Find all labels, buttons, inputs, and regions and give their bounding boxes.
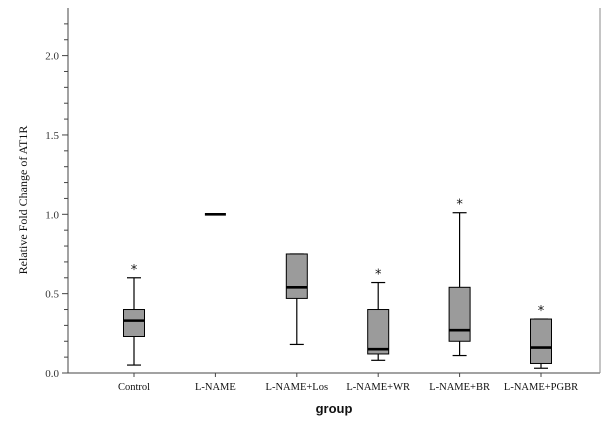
iqr-box — [285, 253, 308, 299]
box-group — [285, 253, 308, 346]
significance-star: * — [131, 263, 138, 278]
x-tick-label: Control — [118, 382, 150, 393]
significance-star: * — [538, 304, 545, 319]
x-tick-label: L-NAME+BR — [429, 382, 490, 393]
box-group: * — [448, 198, 471, 357]
x-axis: Control L-NAME L-NAME+Los L-NAME+WR L-NAME+B… — [118, 373, 578, 393]
x-tick-label: L-NAME — [195, 382, 236, 393]
y-tick-label: 1.0 — [45, 209, 59, 221]
x-tick-label: L-NAME+PGBR — [504, 382, 578, 393]
box-group: * — [123, 263, 145, 366]
iqr-box — [530, 318, 552, 364]
iqr-box — [448, 286, 471, 342]
plot-frame — [67, 8, 601, 374]
y-tick-label: 0.0 — [45, 368, 59, 380]
y-tick-label: 2.0 — [45, 51, 59, 63]
boxes-layer: * * * * — [123, 198, 552, 369]
significance-star: * — [456, 198, 463, 213]
x-axis-title: group — [316, 401, 353, 416]
box-group: * — [367, 268, 390, 361]
x-tick-label: L-NAME+WR — [346, 382, 410, 393]
y-axis-title: Relative Fold Change of AT1R — [16, 126, 30, 275]
significance-star: * — [375, 268, 382, 283]
box-group: * — [530, 304, 552, 369]
x-tick-label: L-NAME+Los — [266, 382, 329, 393]
iqr-box — [367, 309, 390, 355]
y-axis: 0.0 0.5 1.0 1.5 2.0 — [45, 23, 68, 380]
y-tick-label: 1.5 — [45, 130, 59, 142]
y-tick-label: 0.5 — [45, 289, 59, 301]
iqr-box — [123, 309, 145, 337]
